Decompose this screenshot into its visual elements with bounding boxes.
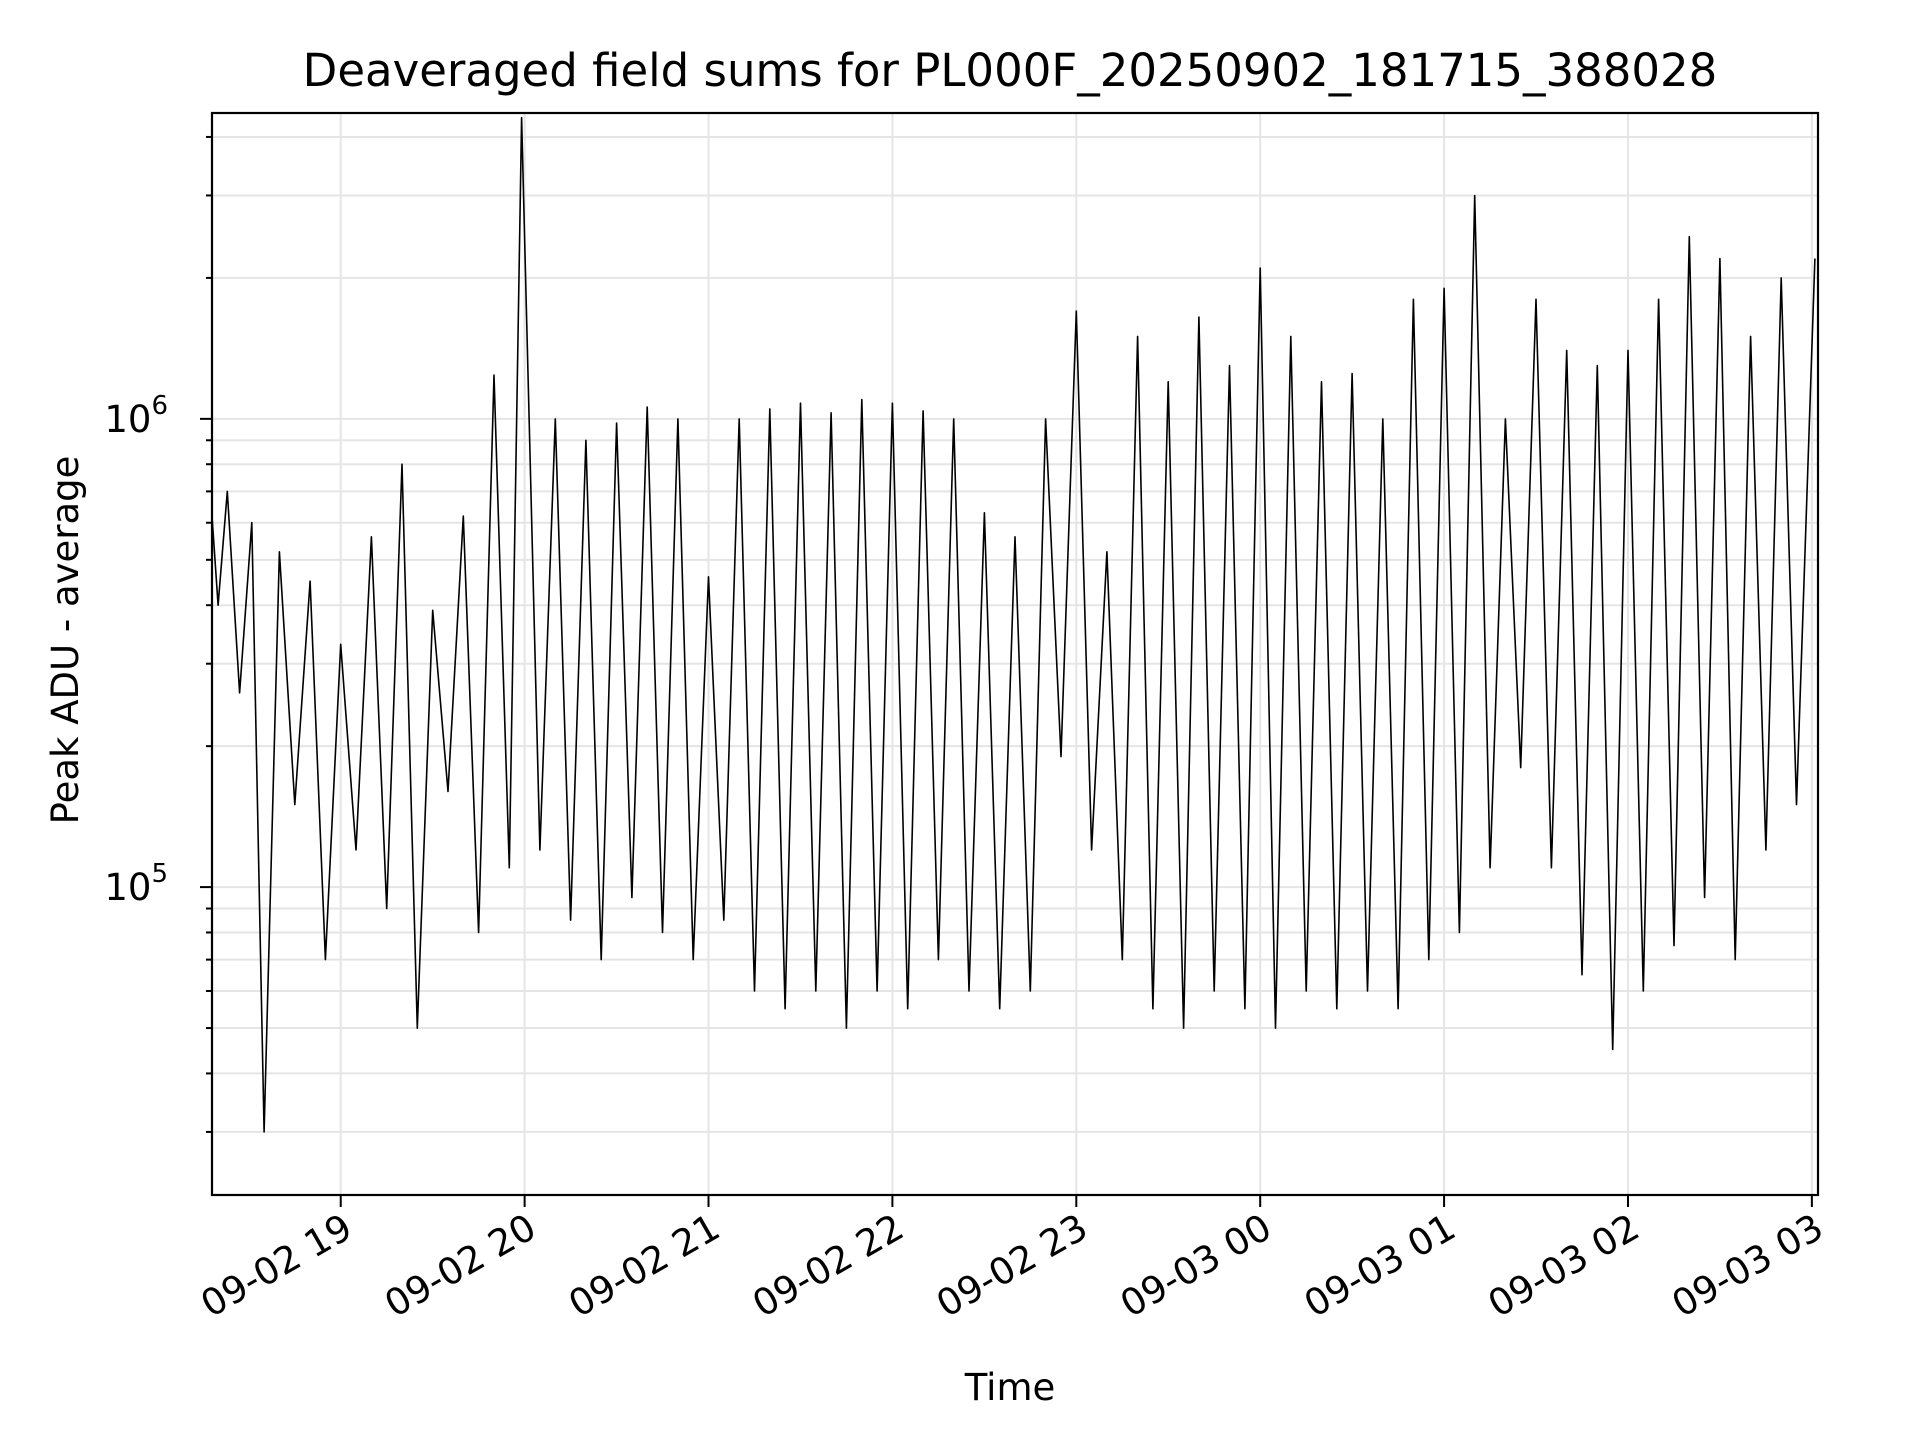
y-tick-base: 10 <box>104 398 151 441</box>
x-tick-label: 09-03 03 <box>1665 1206 1831 1326</box>
series-layer <box>211 116 1816 1133</box>
series-line <box>211 116 1816 1133</box>
y-axis-label: Peak ADU - average <box>44 456 87 825</box>
x-tick-label: 09-02 22 <box>745 1206 911 1326</box>
grid-lines <box>212 113 1818 1195</box>
plot-frame <box>210 111 1820 1197</box>
chart-title: Deaveraged field sums for PL000F_2025090… <box>303 44 1718 97</box>
y-tick-exponent: 6 <box>151 391 168 421</box>
x-tick-label: 09-03 02 <box>1481 1206 1647 1326</box>
tick-marks <box>200 135 1813 1207</box>
x-tick-label: 09-02 23 <box>929 1206 1095 1326</box>
x-tick-label: 09-02 19 <box>194 1206 360 1326</box>
x-tick-label: 09-03 00 <box>1113 1206 1279 1326</box>
x-tick-label: 09-03 01 <box>1297 1206 1463 1326</box>
x-axis-label: Time <box>964 1366 1056 1409</box>
y-tick-label: 105 <box>104 859 168 909</box>
y-tick-label: 106 <box>104 391 168 441</box>
y-tick-exponent: 5 <box>151 859 168 889</box>
y-tick-base: 10 <box>104 866 151 909</box>
x-tick-label: 09-02 20 <box>378 1206 544 1326</box>
x-tick-label: 09-02 21 <box>561 1206 727 1326</box>
